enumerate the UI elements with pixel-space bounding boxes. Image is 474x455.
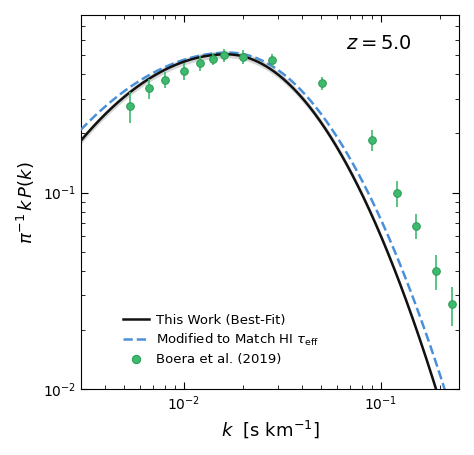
Text: $z = 5.0$: $z = 5.0$ xyxy=(346,34,411,53)
X-axis label: $k$  [s km$^{-1}$]: $k$ [s km$^{-1}$] xyxy=(220,418,319,440)
Legend: This Work (Best-Fit), Modified to Match HI $\tau_{\rm eff}$, Boera et al. (2019): This Work (Best-Fit), Modified to Match … xyxy=(118,308,325,372)
Y-axis label: $\pi^{-1}\, k\, P(k)$: $\pi^{-1}\, k\, P(k)$ xyxy=(15,161,37,243)
